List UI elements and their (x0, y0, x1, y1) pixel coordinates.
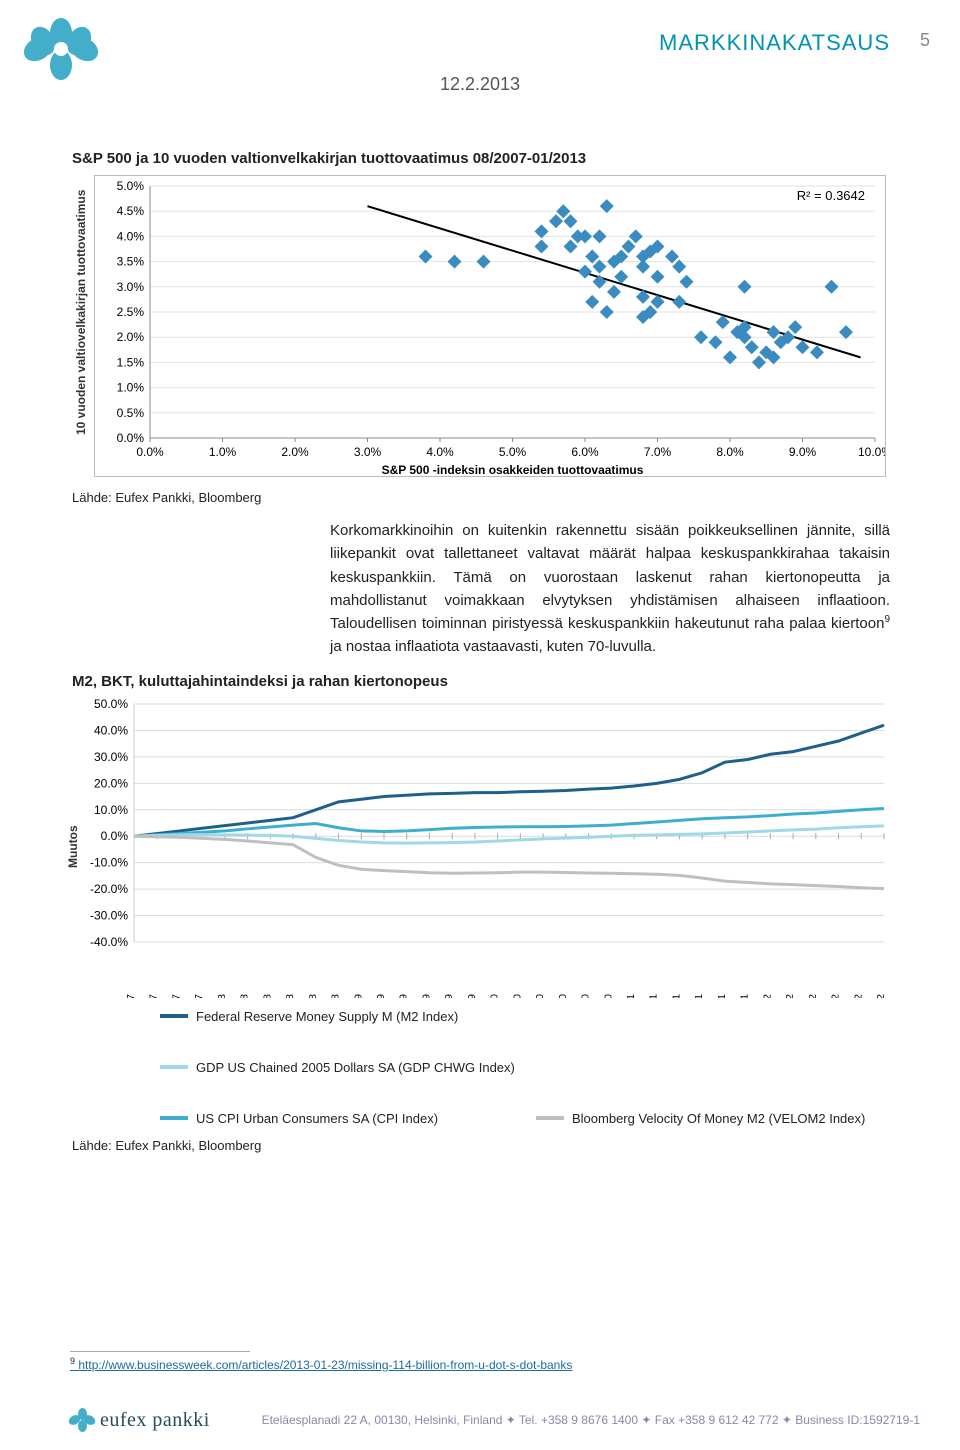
legend-item-gdp: GDP US Chained 2005 Dollars SA (GDP CHWG… (160, 1060, 515, 1075)
svg-text:2.0%: 2.0% (281, 445, 309, 459)
svg-text:-30.0%: -30.0% (90, 908, 128, 922)
footnote-link[interactable]: 9 http://www.businessweek.com/articles/2… (70, 1356, 572, 1372)
footer-brand: eufex pankki (100, 1409, 210, 1432)
body-text-1: Korkomarkkinoihin on kuitenkin rakennett… (330, 522, 890, 632)
svg-text:9.0%: 9.0% (789, 445, 817, 459)
chart1-title: S&P 500 ja 10 vuoden valtionvelkakirjan … (72, 150, 890, 167)
body-text-2: ja nostaa inflaatiota vastaavasti, kuten… (330, 638, 656, 655)
svg-text:04/2012: 04/2012 (784, 993, 796, 997)
chart2-canvas: -40.0% -30.0% -20.0% -10.0% 0.0% 10.0% 20.0% 30… (82, 698, 892, 998)
svg-text:3.0%: 3.0% (117, 280, 145, 294)
svg-text:0.5%: 0.5% (117, 406, 145, 420)
svg-text:06/2009: 06/2009 (398, 993, 410, 997)
chart2-legend: Federal Reserve Money Supply M (M2 Index… (160, 1009, 890, 1126)
svg-text:06/2008: 06/2008 (261, 993, 273, 997)
svg-text:30.0%: 30.0% (94, 749, 128, 763)
body-paragraph: Korkomarkkinoihin on kuitenkin rakennett… (330, 519, 890, 659)
svg-text:10/2010: 10/2010 (580, 993, 592, 997)
chart2-source: Lähde: Eufex Pankki, Bloomberg (72, 1138, 890, 1153)
svg-text:02/2011: 02/2011 (625, 993, 637, 997)
chart1-source: Lähde: Eufex Pankki, Bloomberg (72, 490, 890, 505)
svg-text:1.0%: 1.0% (117, 381, 145, 395)
svg-text:-20.0%: -20.0% (90, 882, 128, 896)
asterisk-icon (70, 1408, 94, 1432)
svg-text:6.0%: 6.0% (571, 445, 599, 459)
svg-text:08/2007: 08/2007 (148, 993, 160, 997)
svg-text:0.0%: 0.0% (117, 431, 145, 445)
svg-text:5.0%: 5.0% (117, 179, 145, 193)
svg-text:10/2008: 10/2008 (307, 993, 319, 997)
svg-text:4.0%: 4.0% (117, 229, 145, 243)
page-header-title: MARKKINAKATSAUS (0, 30, 890, 56)
page-date: 12.2.2013 (0, 74, 960, 95)
svg-text:-10.0%: -10.0% (90, 855, 128, 869)
svg-text:2.5%: 2.5% (117, 305, 145, 319)
svg-text:2.0%: 2.0% (117, 330, 145, 344)
svg-text:02/2010: 02/2010 (489, 993, 501, 997)
svg-text:12/2012: 12/2012 (875, 993, 887, 997)
svg-text:04/2008: 04/2008 (239, 993, 251, 997)
svg-text:1.5%: 1.5% (117, 355, 145, 369)
footnote-ref: 9 (884, 614, 890, 625)
footer-logo: eufex pankki (70, 1408, 210, 1432)
svg-text:0.0%: 0.0% (101, 829, 129, 843)
chart1-ylabel: 10 vuoden valtiovelkakirjan tuottovaatim… (74, 190, 88, 435)
svg-text:08/2009: 08/2009 (420, 993, 432, 997)
footer-address: Eteläesplanadi 22 A, 00130, Helsinki, Fi… (228, 1413, 920, 1427)
svg-text:08/2010: 08/2010 (557, 993, 569, 997)
svg-text:06/2011: 06/2011 (670, 993, 682, 997)
chart2-title: M2, BKT, kuluttajahintaindeksi ja rahan … (72, 673, 890, 690)
svg-text:08/2011: 08/2011 (693, 993, 705, 997)
svg-text:R² = 0.3642: R² = 0.3642 (797, 188, 865, 203)
svg-text:10.0%: 10.0% (94, 802, 128, 816)
svg-text:10/2009: 10/2009 (443, 993, 455, 997)
legend-item-cpi: US CPI Urban Consumers SA (CPI Index) (160, 1111, 500, 1126)
svg-text:40.0%: 40.0% (94, 723, 128, 737)
svg-text:S&P 500 -indeksin osakkeiden t: S&P 500 -indeksin osakkeiden tuottovaati… (382, 463, 644, 477)
svg-text:12/2011: 12/2011 (739, 993, 751, 997)
footnote-rule (70, 1351, 250, 1352)
svg-text:12/2007: 12/2007 (193, 993, 205, 997)
svg-text:10/2011: 10/2011 (716, 993, 728, 997)
chart1-canvas: 0.0% 0.5% 1.0% 1.5% 2.0% 2.5% 3.0% 3.5% 4.0% 4.5%… (94, 175, 886, 477)
svg-text:02/2012: 02/2012 (761, 993, 773, 997)
svg-text:1.0%: 1.0% (209, 445, 237, 459)
svg-text:4.5%: 4.5% (117, 204, 145, 218)
svg-text:02/2008: 02/2008 (216, 993, 228, 997)
svg-text:08/2012: 08/2012 (830, 993, 842, 997)
chart2-ylabel: Muutos (66, 825, 80, 868)
svg-text:10/2007: 10/2007 (170, 993, 182, 997)
svg-text:06/2010: 06/2010 (534, 993, 546, 997)
svg-text:0.0%: 0.0% (136, 445, 164, 459)
svg-text:06/2012: 06/2012 (807, 993, 819, 997)
svg-text:04/2009: 04/2009 (375, 993, 387, 997)
svg-text:7.0%: 7.0% (644, 445, 672, 459)
svg-text:4.0%: 4.0% (426, 445, 454, 459)
svg-text:08/2008: 08/2008 (284, 993, 296, 997)
svg-text:3.0%: 3.0% (354, 445, 382, 459)
svg-text:12/2008: 12/2008 (330, 993, 342, 997)
legend-item-m2: Federal Reserve Money Supply M (M2 Index… (160, 1009, 500, 1024)
svg-text:10.0%: 10.0% (858, 445, 886, 459)
svg-text:-40.0%: -40.0% (90, 935, 128, 949)
svg-text:3.5%: 3.5% (117, 255, 145, 269)
svg-text:50.0%: 50.0% (94, 698, 128, 711)
svg-text:12/2009: 12/2009 (466, 993, 478, 997)
svg-text:04/2010: 04/2010 (511, 993, 523, 997)
legend-item-velo: Bloomberg Velocity Of Money M2 (VELOM2 I… (536, 1111, 876, 1126)
svg-text:20.0%: 20.0% (94, 776, 128, 790)
svg-text:02/2009: 02/2009 (352, 993, 364, 997)
svg-text:12/2010: 12/2010 (602, 993, 614, 997)
svg-text:04/2011: 04/2011 (648, 993, 660, 997)
svg-text:8.0%: 8.0% (716, 445, 744, 459)
page-footer: eufex pankki Eteläesplanadi 22 A, 00130,… (70, 1408, 920, 1432)
svg-text:5.0%: 5.0% (499, 445, 527, 459)
svg-text:10/2012: 10/2012 (852, 993, 864, 997)
page-number: 5 (920, 30, 930, 51)
svg-text:06/2007: 06/2007 (125, 993, 137, 997)
